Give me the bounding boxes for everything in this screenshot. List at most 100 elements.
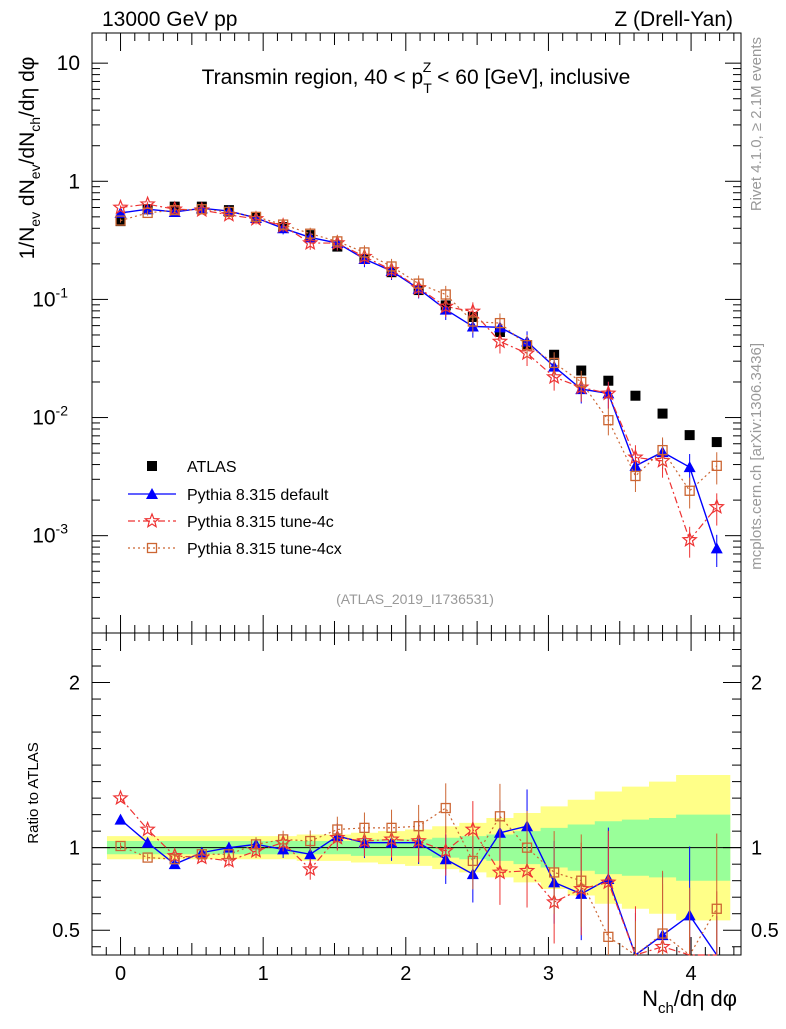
main-marker-atlas xyxy=(630,390,641,401)
main-y-tick-label: 10-2 xyxy=(32,403,68,430)
main-marker-pythia-8-315-tune-4cx xyxy=(711,460,722,472)
ratio-y-tick-label: 0.5 xyxy=(52,920,80,942)
x-tick-label: 3 xyxy=(543,963,554,985)
rivet-version: Rivet 4.1.0, ≥ 2.1M events xyxy=(748,37,765,211)
main-y-tick-label: 10-1 xyxy=(32,284,68,311)
main-marker-pythia-8-315-tune-4cx xyxy=(576,376,587,388)
main-marker-pythia-8-315-tune-4c xyxy=(491,332,509,349)
main-marker-pythia-8-315-tune-4c xyxy=(681,531,698,547)
main-marker-atlas xyxy=(603,375,614,386)
tick-exponent: -1 xyxy=(56,284,69,300)
main-marker-pythia-8-315-default xyxy=(710,542,723,554)
title-sup-z: Z xyxy=(423,59,432,75)
tick-exponent: -3 xyxy=(56,521,69,537)
main-marker-pythia-8-315-tune-4c xyxy=(708,498,725,514)
main-y-tick-label: 10 xyxy=(57,52,80,75)
ratio-marker-pythia-8-315-tune-4cx xyxy=(413,821,424,832)
main-series-layer xyxy=(112,195,725,568)
ratio-marker-pythia-8-315-tune-4cx xyxy=(521,842,533,853)
ratio-marker-pythia-8-315-tune-4cx xyxy=(386,822,397,834)
main-marker-pythia-8-315-tune-4cx xyxy=(169,204,180,216)
x-axis-label: Nch/dη dφ xyxy=(642,986,737,1017)
main-marker-pythia-8-315-tune-4cx xyxy=(277,219,289,230)
main-marker-pythia-8-315-tune-4cx xyxy=(603,415,614,426)
main-marker-pythia-8-315-tune-4cx xyxy=(494,317,506,329)
ratio-marker-pythia-8-315-tune-4cx xyxy=(576,875,587,886)
main-marker-pythia-8-315-tune-4cx xyxy=(223,206,235,218)
ratio-marker-pythia-8-315-default xyxy=(141,836,154,848)
mcplots-reference: mcplots.cern.ch [arXiv:1306.3436] xyxy=(748,343,765,570)
main-marker-pythia-8-315-tune-4cx xyxy=(657,444,668,456)
analysis-id: (ATLAS_2019_I1736531) xyxy=(336,591,494,607)
legend-marker xyxy=(146,542,158,554)
legend-entry-default xyxy=(128,488,176,499)
legend-marker xyxy=(147,461,157,471)
main-marker-pythia-8-315-tune-4cx xyxy=(332,236,343,247)
main-marker-pythia-8-315-tune-4c xyxy=(437,297,454,314)
legend-label-atlas: ATLAS xyxy=(187,459,237,476)
ratio-marker-pythia-8-315-tune-4cx xyxy=(359,822,370,834)
ratio-marker-pythia-8-315-tune-4c xyxy=(112,789,129,806)
x-tick-label: 1 xyxy=(258,963,269,985)
ratio-plot-frame xyxy=(91,632,742,956)
ratio-marker-pythia-8-315-tune-4cx xyxy=(494,811,506,822)
main-marker-pythia-8-315-tune-4cx xyxy=(630,470,641,482)
main-marker-pythia-8-315-tune-4c xyxy=(600,384,617,401)
ratio-marker-pythia-8-315-tune-4cx xyxy=(603,931,614,942)
main-marker-pythia-8-315-tune-4c xyxy=(112,198,129,215)
main-marker-pythia-8-315-tune-4cx xyxy=(196,204,207,215)
ratio-marker-pythia-8-315-default xyxy=(114,813,127,825)
ratio-marker-pythia-8-315-tune-4cx xyxy=(467,855,478,867)
main-y-tick-label: 1 xyxy=(68,170,80,193)
main-marker-pythia-8-315-tune-4cx xyxy=(684,485,695,496)
x-tick-label: 4 xyxy=(686,963,697,985)
ratio-y-tick-label: 1 xyxy=(69,838,80,860)
ratio-marker-pythia-8-315-tune-4cx xyxy=(305,835,316,847)
ratio-marker-pythia-8-315-tune-4c xyxy=(139,820,156,837)
ratio-marker-pythia-8-315-tune-4cx xyxy=(711,903,722,914)
ratio-y-tick-label: 2 xyxy=(69,673,80,695)
title-rest: < 60 [GeV], inclusive xyxy=(431,66,630,89)
ratio-marker-pythia-8-315-tune-4cx xyxy=(115,840,126,852)
main-marker-atlas xyxy=(711,437,722,448)
ratio-y-tick-label-right: 0.5 xyxy=(751,920,779,942)
main-marker-pythia-8-315-tune-4cx xyxy=(413,278,424,289)
ratio-y-tick-label-right: 1 xyxy=(751,838,762,860)
legend-label-default: Pythia 8.315 default xyxy=(187,487,329,504)
ratio-series-layer xyxy=(112,783,722,957)
legend-entry-tune-4cx xyxy=(128,542,176,554)
main-marker-atlas xyxy=(684,430,695,441)
ratio-marker-pythia-8-315-tune-4cx xyxy=(657,928,668,939)
main-marker-pythia-8-315-tune-4cx xyxy=(305,228,316,239)
legend: ATLAS Pythia 8.315 default Pythia 8.315 … xyxy=(128,459,342,558)
tick-mantissa: 10 xyxy=(32,288,55,311)
main-marker-pythia-8-315-default xyxy=(683,461,696,473)
ratio-marker-pythia-8-315-tune-4c xyxy=(356,832,373,849)
ratio-marker-pythia-8-315-tune-4cx xyxy=(142,852,153,863)
main-marker-pythia-8-315-tune-4c xyxy=(627,448,644,465)
ratio-marker-pythia-8-315-tune-4c xyxy=(302,860,319,877)
legend-entry-atlas xyxy=(147,461,157,471)
main-marker-pythia-8-315-default xyxy=(114,206,127,218)
main-marker-pythia-8-315-tune-4cx xyxy=(440,289,451,300)
ratio-marker-pythia-8-315-default xyxy=(304,848,317,860)
tick-mantissa: 10 xyxy=(32,525,55,548)
legend-label-tune-4cx: Pythia 8.315 tune-4cx xyxy=(187,541,342,558)
main-marker-pythia-8-315-tune-4cx xyxy=(142,207,153,219)
legend-marker xyxy=(143,512,161,529)
legend-label-tune-4c: Pythia 8.315 tune-4c xyxy=(187,514,334,531)
ratio-marker-pythia-8-315-tune-4cx xyxy=(277,834,289,845)
ratio-marker-pythia-8-315-tune-4cx xyxy=(332,824,343,835)
ratio-marker-pythia-8-315-tune-4cx xyxy=(223,849,235,860)
x-tick-label: 2 xyxy=(400,963,411,985)
main-marker-pythia-8-315-tune-4cx xyxy=(359,247,370,258)
title-sub-t: T xyxy=(423,80,432,96)
main-marker-pythia-8-315-tune-4c xyxy=(545,368,563,385)
ratio-marker-pythia-8-315-tune-4c xyxy=(491,863,509,880)
header-process: Z (Drell-Yan) xyxy=(614,8,733,31)
main-y-axis-label: 1/Nev dNev/dNch/dη dφ xyxy=(16,57,43,260)
main-marker-pythia-8-315-tune-4cx xyxy=(250,211,262,222)
ratio-marker-pythia-8-315-tune-4cx xyxy=(169,854,180,865)
